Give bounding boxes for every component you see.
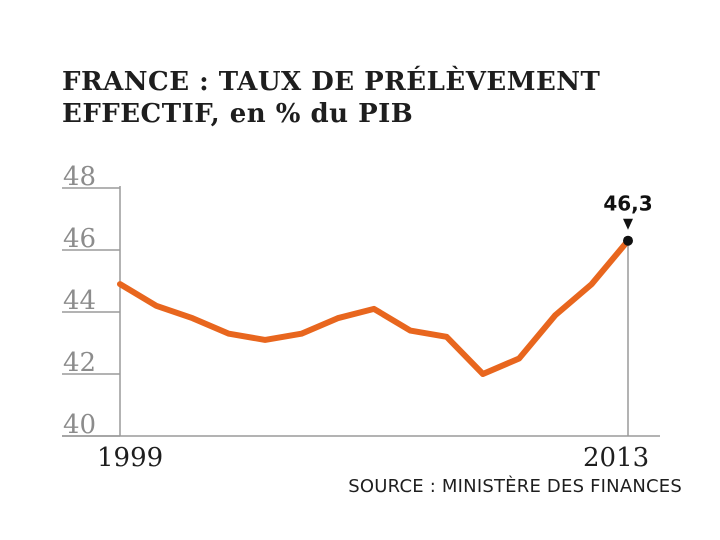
annotation-arrow [623,218,633,230]
annotation-label: 46,3 [603,192,652,216]
y-tick-label-42: 42 [63,348,96,378]
x-tick-label-1999: 1999 [97,443,163,473]
series-line [117,237,631,377]
y-tick-label-46: 46 [63,224,96,254]
data-series [117,237,631,377]
y-tick-label-48: 48 [63,162,96,192]
annotation: 46,3 [603,192,653,246]
x-tick-label-2013: 2013 [583,443,649,473]
x-axis: 1999 2013 [62,244,660,473]
y-tick-label-44: 44 [63,286,96,316]
chart-title-line-1: FRANCE : TAUX DE PRÉLÈVEMENT [62,67,601,97]
chart-title-line-2: EFFECTIF, en % du PIB [62,99,414,129]
source-note: SOURCE : MINISTÈRE DES FINANCES [348,476,682,497]
annotation-dot [623,235,633,246]
y-tick-label-40: 40 [63,410,96,440]
y-axis: 40 42 44 46 48 [62,162,121,440]
chart-title: FRANCE : TAUX DE PRÉLÈVEMENT EFFECTIF, e… [62,66,600,130]
